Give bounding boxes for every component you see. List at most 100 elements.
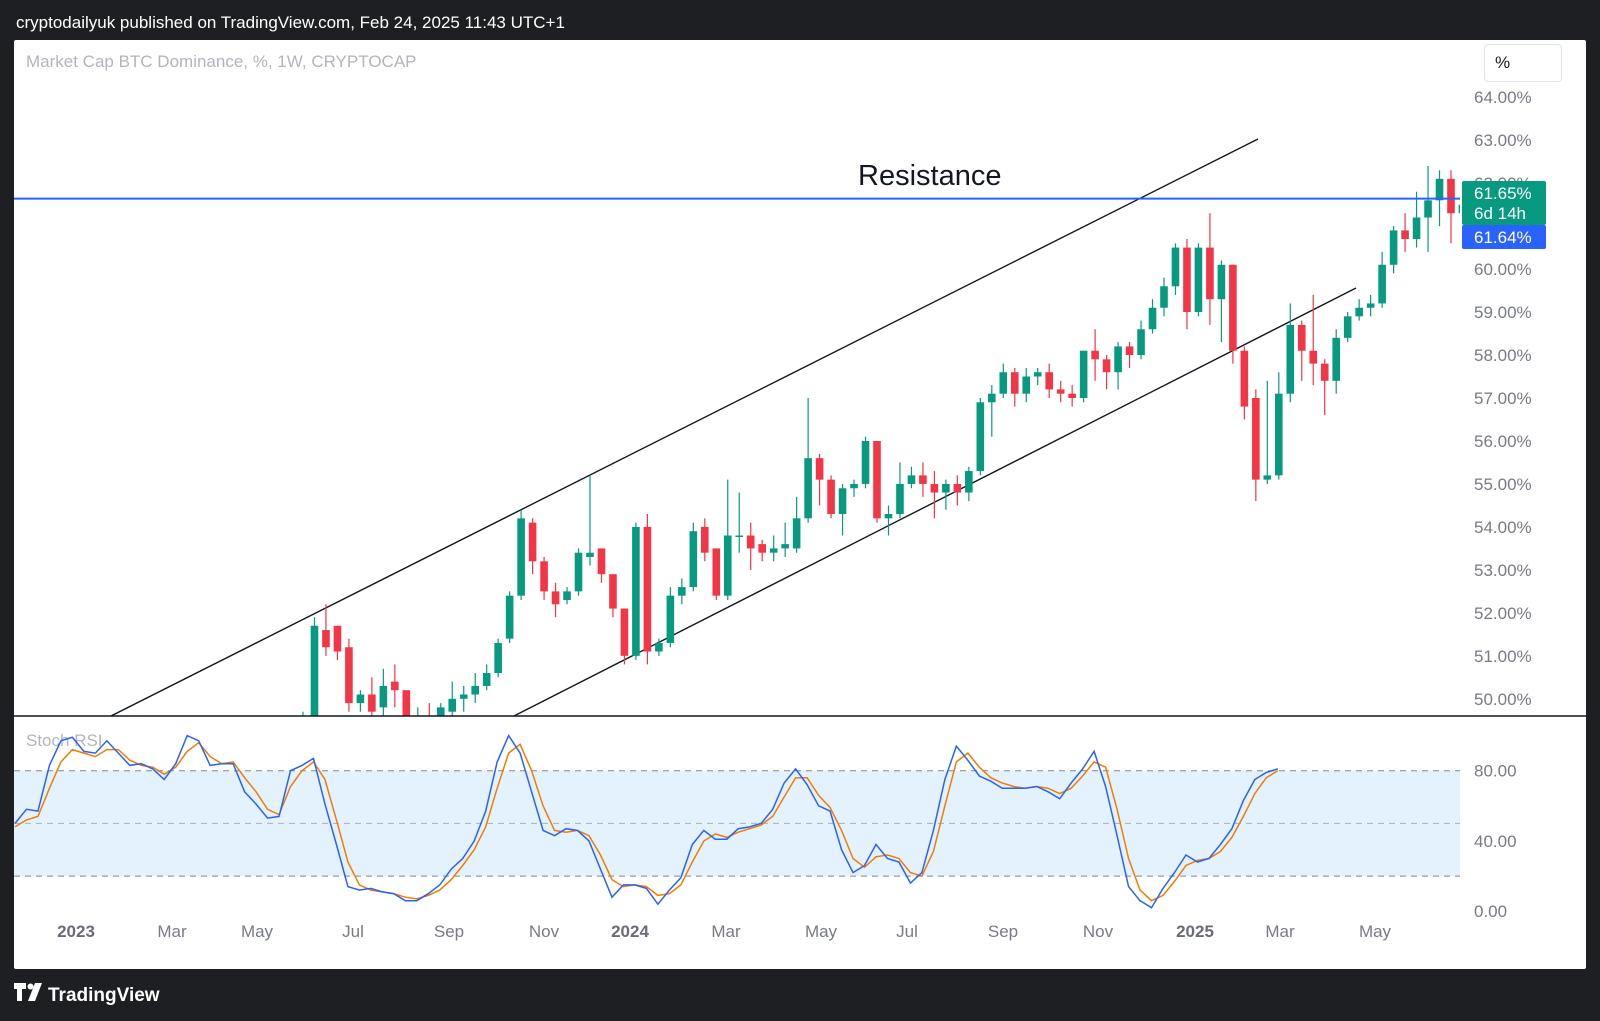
candle-body[interactable] xyxy=(1458,204,1467,214)
candle-body[interactable] xyxy=(746,535,755,549)
last-price-badge[interactable] xyxy=(1462,181,1546,225)
candle-body[interactable] xyxy=(1275,393,1283,476)
candle-body[interactable] xyxy=(299,716,307,725)
candle-body[interactable] xyxy=(586,552,594,557)
candle-body[interactable] xyxy=(528,522,537,562)
candle-body[interactable] xyxy=(597,548,606,575)
candle-body[interactable] xyxy=(1091,350,1099,360)
channel-trendline[interactable] xyxy=(109,138,1259,717)
candle-body[interactable] xyxy=(965,471,973,493)
candle-body[interactable] xyxy=(942,483,950,493)
candle-body[interactable] xyxy=(1412,217,1421,239)
candle-body[interactable] xyxy=(1206,247,1214,300)
candle-body[interactable] xyxy=(930,483,939,493)
candle-body[interactable] xyxy=(1401,230,1409,239)
candle-body[interactable] xyxy=(1252,398,1260,480)
resistance-price-badge[interactable] xyxy=(1462,225,1546,249)
candle-body[interactable] xyxy=(436,707,445,716)
tradingview-logo-icon[interactable] xyxy=(14,983,44,1003)
candle-body[interactable] xyxy=(1378,264,1386,304)
candle-body[interactable] xyxy=(391,681,399,691)
candle-body[interactable] xyxy=(574,552,583,592)
candle-body[interactable] xyxy=(494,642,502,674)
candle-body[interactable] xyxy=(505,595,514,639)
stoch-k-line[interactable] xyxy=(14,734,1279,909)
candle-body[interactable] xyxy=(632,526,640,656)
candle-body[interactable] xyxy=(1194,247,1203,313)
candle-body[interactable] xyxy=(827,479,835,515)
candle-body[interactable] xyxy=(988,393,996,403)
candle-body[interactable] xyxy=(1355,307,1363,317)
candle-body[interactable] xyxy=(884,514,893,519)
candle-body[interactable] xyxy=(1056,389,1065,394)
candle-body[interactable] xyxy=(379,685,388,708)
candle-body[interactable] xyxy=(563,591,571,600)
candle-body[interactable] xyxy=(655,642,663,652)
candle-body[interactable] xyxy=(712,548,721,596)
candle-body[interactable] xyxy=(689,531,698,588)
candle-body[interactable] xyxy=(482,673,491,686)
candle-body[interactable] xyxy=(919,475,927,484)
candle-body[interactable] xyxy=(1229,264,1237,351)
candle-body[interactable] xyxy=(310,625,319,716)
candle-body[interactable] xyxy=(666,595,675,643)
candle-body[interactable] xyxy=(953,483,962,493)
candle-body[interactable] xyxy=(322,630,330,648)
candle-body[interactable] xyxy=(758,544,766,553)
candle-body[interactable] xyxy=(1424,200,1432,218)
candle-body[interactable] xyxy=(769,548,778,553)
candle-body[interactable] xyxy=(333,625,342,652)
candle-body[interactable] xyxy=(1010,372,1019,394)
unit-toggle-button[interactable]: % xyxy=(1484,44,1562,82)
candle-body[interactable] xyxy=(907,475,916,484)
candle-body[interactable] xyxy=(643,526,652,652)
candle-body[interactable] xyxy=(471,685,479,695)
chart-frame[interactable]: Market Cap BTC Dominance, %, 1W, CRYPTOC… xyxy=(14,40,1586,969)
candle-body[interactable] xyxy=(459,694,468,699)
candle-body[interactable] xyxy=(1114,346,1122,373)
chart-canvas[interactable]: Market Cap BTC Dominance, %, 1W, CRYPTOC… xyxy=(14,40,1586,969)
candle-body[interactable] xyxy=(792,518,801,549)
candle-body[interactable] xyxy=(1148,307,1157,330)
candle-body[interactable] xyxy=(1033,372,1042,377)
candle-body[interactable] xyxy=(1183,247,1191,313)
candle-body[interactable] xyxy=(368,694,376,712)
candle-body[interactable] xyxy=(1217,264,1226,300)
candle-body[interactable] xyxy=(517,518,525,596)
candle-body[interactable] xyxy=(976,402,985,472)
candle-body[interactable] xyxy=(701,526,709,553)
candle-body[interactable] xyxy=(896,483,904,515)
candle-body[interactable] xyxy=(402,690,411,724)
candle-body[interactable] xyxy=(345,647,353,704)
candle-body[interactable] xyxy=(1137,329,1145,356)
candle-body[interactable] xyxy=(1389,230,1398,265)
candle-body[interactable] xyxy=(781,544,789,549)
candle-body[interactable] xyxy=(1332,337,1340,381)
candle-body[interactable] xyxy=(804,458,812,519)
candle-body[interactable] xyxy=(1320,363,1329,381)
candle-body[interactable] xyxy=(1309,350,1318,364)
candle-body[interactable] xyxy=(1171,247,1180,287)
candle-body[interactable] xyxy=(1102,359,1111,373)
candle-body[interactable] xyxy=(1435,178,1444,201)
candle-body[interactable] xyxy=(1160,286,1168,308)
candle-body[interactable] xyxy=(1022,376,1031,394)
candle-body[interactable] xyxy=(609,574,617,609)
footer-brand[interactable]: TradingView xyxy=(48,985,160,1006)
candle-body[interactable] xyxy=(1240,350,1249,407)
candle-body[interactable] xyxy=(356,694,365,704)
candle-body[interactable] xyxy=(1366,303,1375,308)
candle-body[interactable] xyxy=(850,483,858,489)
candle-body[interactable] xyxy=(838,488,847,515)
candle-body[interactable] xyxy=(1447,178,1455,214)
candle-body[interactable] xyxy=(540,561,548,592)
candle-body[interactable] xyxy=(735,535,744,538)
candle-body[interactable] xyxy=(873,440,881,519)
candle-body[interactable] xyxy=(1263,475,1272,480)
candle-body[interactable] xyxy=(551,591,560,605)
candle-body[interactable] xyxy=(999,372,1008,394)
candle-body[interactable] xyxy=(1079,350,1088,398)
candle-body[interactable] xyxy=(1045,372,1053,390)
candle-body[interactable] xyxy=(1125,346,1134,356)
candle-body[interactable] xyxy=(1068,393,1076,398)
